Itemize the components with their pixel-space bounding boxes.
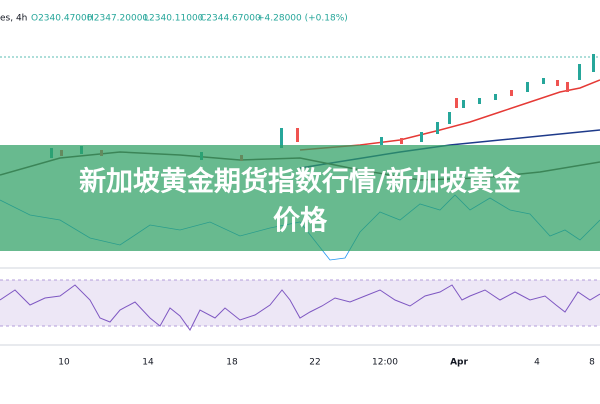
rsi-line — [0, 284, 600, 331]
symbol: es, 4h — [0, 14, 27, 24]
change: +4.28000 (+0.18%) — [257, 14, 348, 24]
close: C2344.67000 — [200, 14, 261, 24]
rsi-band — [0, 280, 600, 326]
x-tick-label: Apr — [450, 358, 468, 368]
x-tick-label: 4 — [534, 358, 540, 368]
banner-title: 新加坡黄金期货指数行情/新加坡黄金 — [79, 166, 522, 198]
high: H2347.20000 — [87, 14, 148, 24]
x-tick-label: 22 — [309, 358, 320, 368]
x-tick-label: 12:00 — [372, 358, 398, 368]
banner-title: 价格 — [273, 206, 328, 237]
banner — [0, 145, 600, 251]
x-tick-label: 10 — [58, 358, 70, 368]
x-tick-label: 18 — [226, 358, 238, 368]
x-tick-label: 14 — [142, 358, 154, 368]
x-axis: 10 14 18 22 12:00 Apr 4 8 — [58, 358, 595, 368]
open: O2340.47000 — [31, 14, 93, 24]
x-tick-label: 8 — [589, 358, 595, 368]
low: L2340.11000 — [144, 14, 204, 24]
